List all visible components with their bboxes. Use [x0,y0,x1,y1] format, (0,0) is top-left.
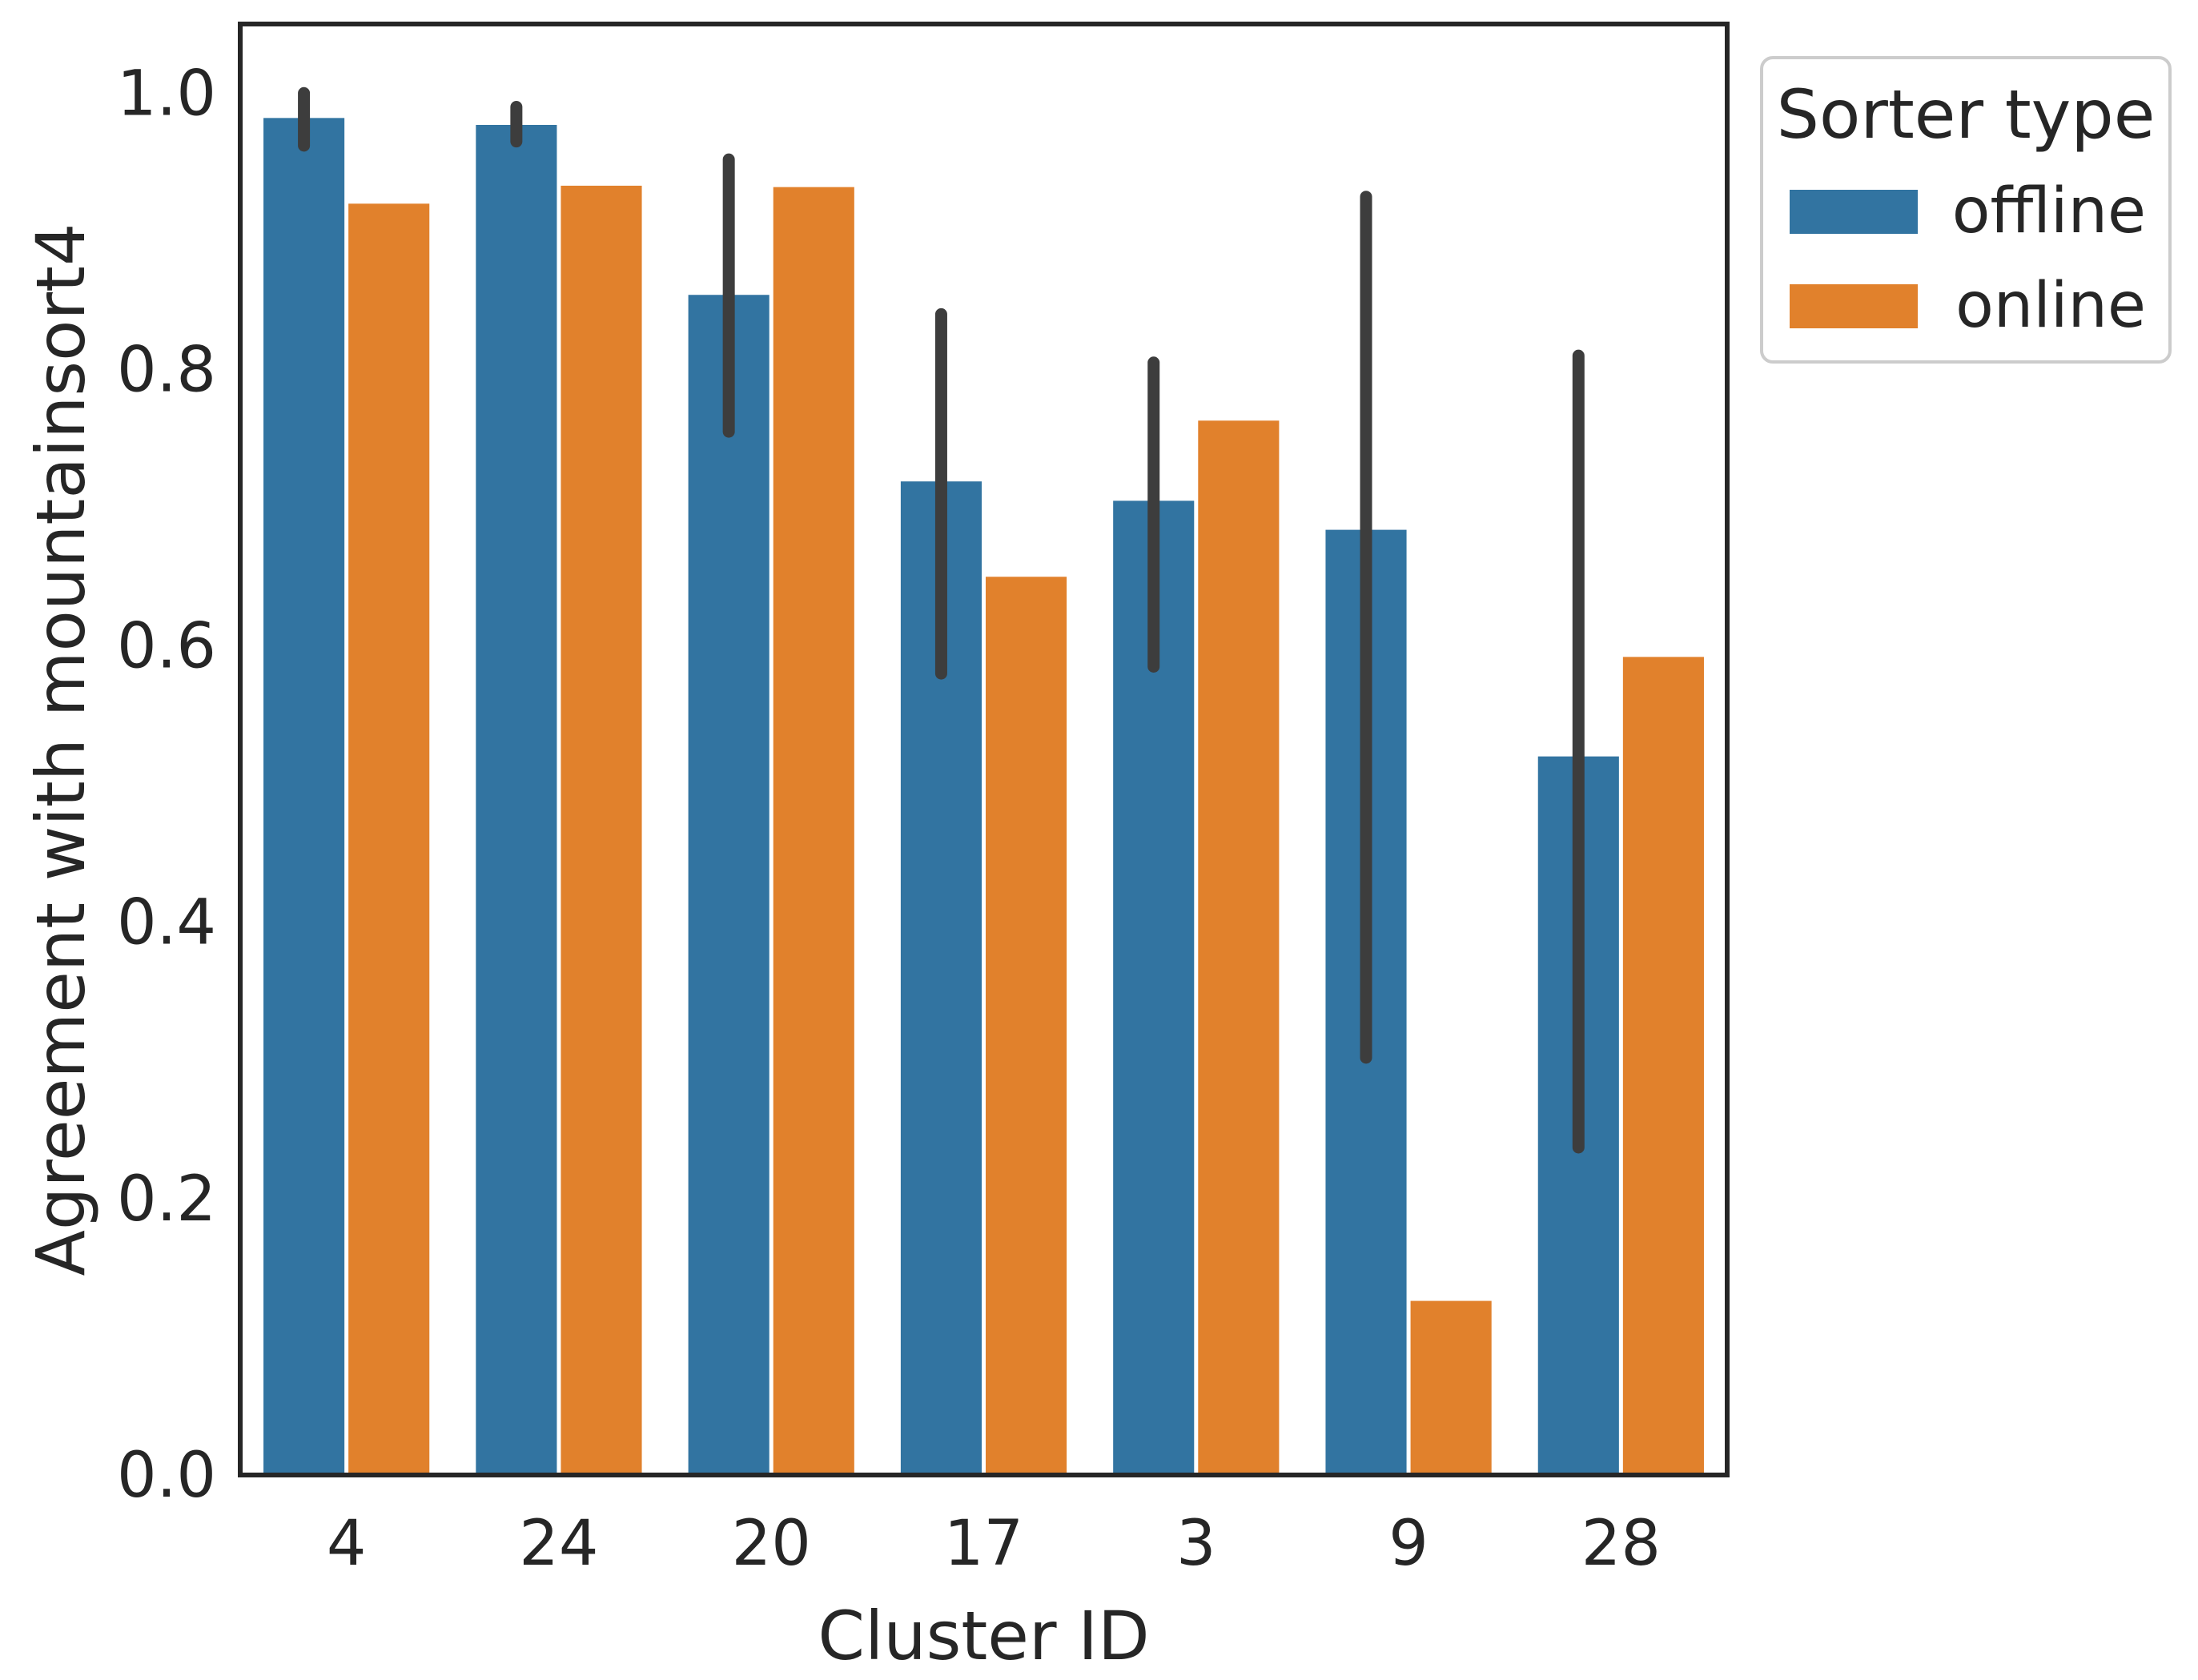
y-tick-label: 1.0 [117,58,216,130]
legend-swatch-offline [1790,190,1918,234]
bar-offline-20 [688,295,770,1475]
legend-swatch-online [1790,284,1918,328]
bar-online-4 [348,203,430,1475]
x-tick-label: 17 [944,1508,1023,1580]
bar-online-28 [1622,657,1704,1475]
y-tick-labels: 0.0 0.2 0.4 0.6 0.8 1.0 [117,58,216,1512]
legend: Sorter type offline online [1760,56,2172,364]
x-axis-label: Cluster ID [818,1597,1149,1675]
x-tick-label: 20 [732,1508,811,1580]
legend-label-online: online [1955,270,2146,342]
y-tick-label: 0.6 [117,611,216,683]
bar-online-17 [986,577,1067,1476]
bar-online-20 [773,187,854,1476]
bar-online-9 [1410,1300,1492,1475]
y-tick-label: 0.2 [117,1164,216,1236]
y-tick-label: 0.8 [117,334,216,406]
x-tick-label: 9 [1388,1508,1428,1580]
x-tick-label: 28 [1581,1508,1661,1580]
y-tick-label: 0.4 [117,887,216,959]
legend-items: offline online [1790,175,2146,342]
x-tick-label: 4 [327,1508,367,1580]
legend-title: Sorter type [1777,75,2156,154]
bar-offline-4 [263,118,345,1475]
legend-label-offline: offline [1952,175,2146,247]
plot-frame [238,22,1730,1477]
y-tick-label: 0.0 [117,1440,216,1512]
bars-layer [263,118,1704,1476]
x-tick-labels: 4 24 20 17 3 9 28 [327,1508,1661,1580]
bar-offline-24 [476,124,557,1475]
bar-online-3 [1198,420,1280,1475]
x-tick-label: 3 [1176,1508,1216,1580]
x-tick-label: 24 [519,1508,598,1580]
error-bars-layer [298,86,1585,1154]
y-axis-label: Agreement with mountainsort4 [22,223,100,1276]
bar-online-24 [561,185,642,1475]
